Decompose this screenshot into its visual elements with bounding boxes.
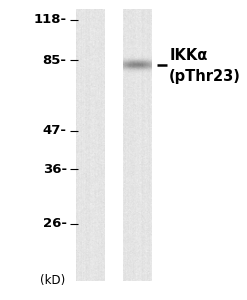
Text: 36-: 36-: [42, 163, 67, 176]
Text: (pThr23): (pThr23): [169, 69, 241, 84]
Text: 26-: 26-: [43, 217, 67, 230]
Text: 47-: 47-: [43, 124, 67, 137]
Text: IKKα: IKKα: [169, 48, 207, 63]
Text: 118-: 118-: [34, 13, 67, 26]
Text: (kD): (kD): [40, 274, 65, 287]
Text: 85-: 85-: [43, 53, 67, 67]
